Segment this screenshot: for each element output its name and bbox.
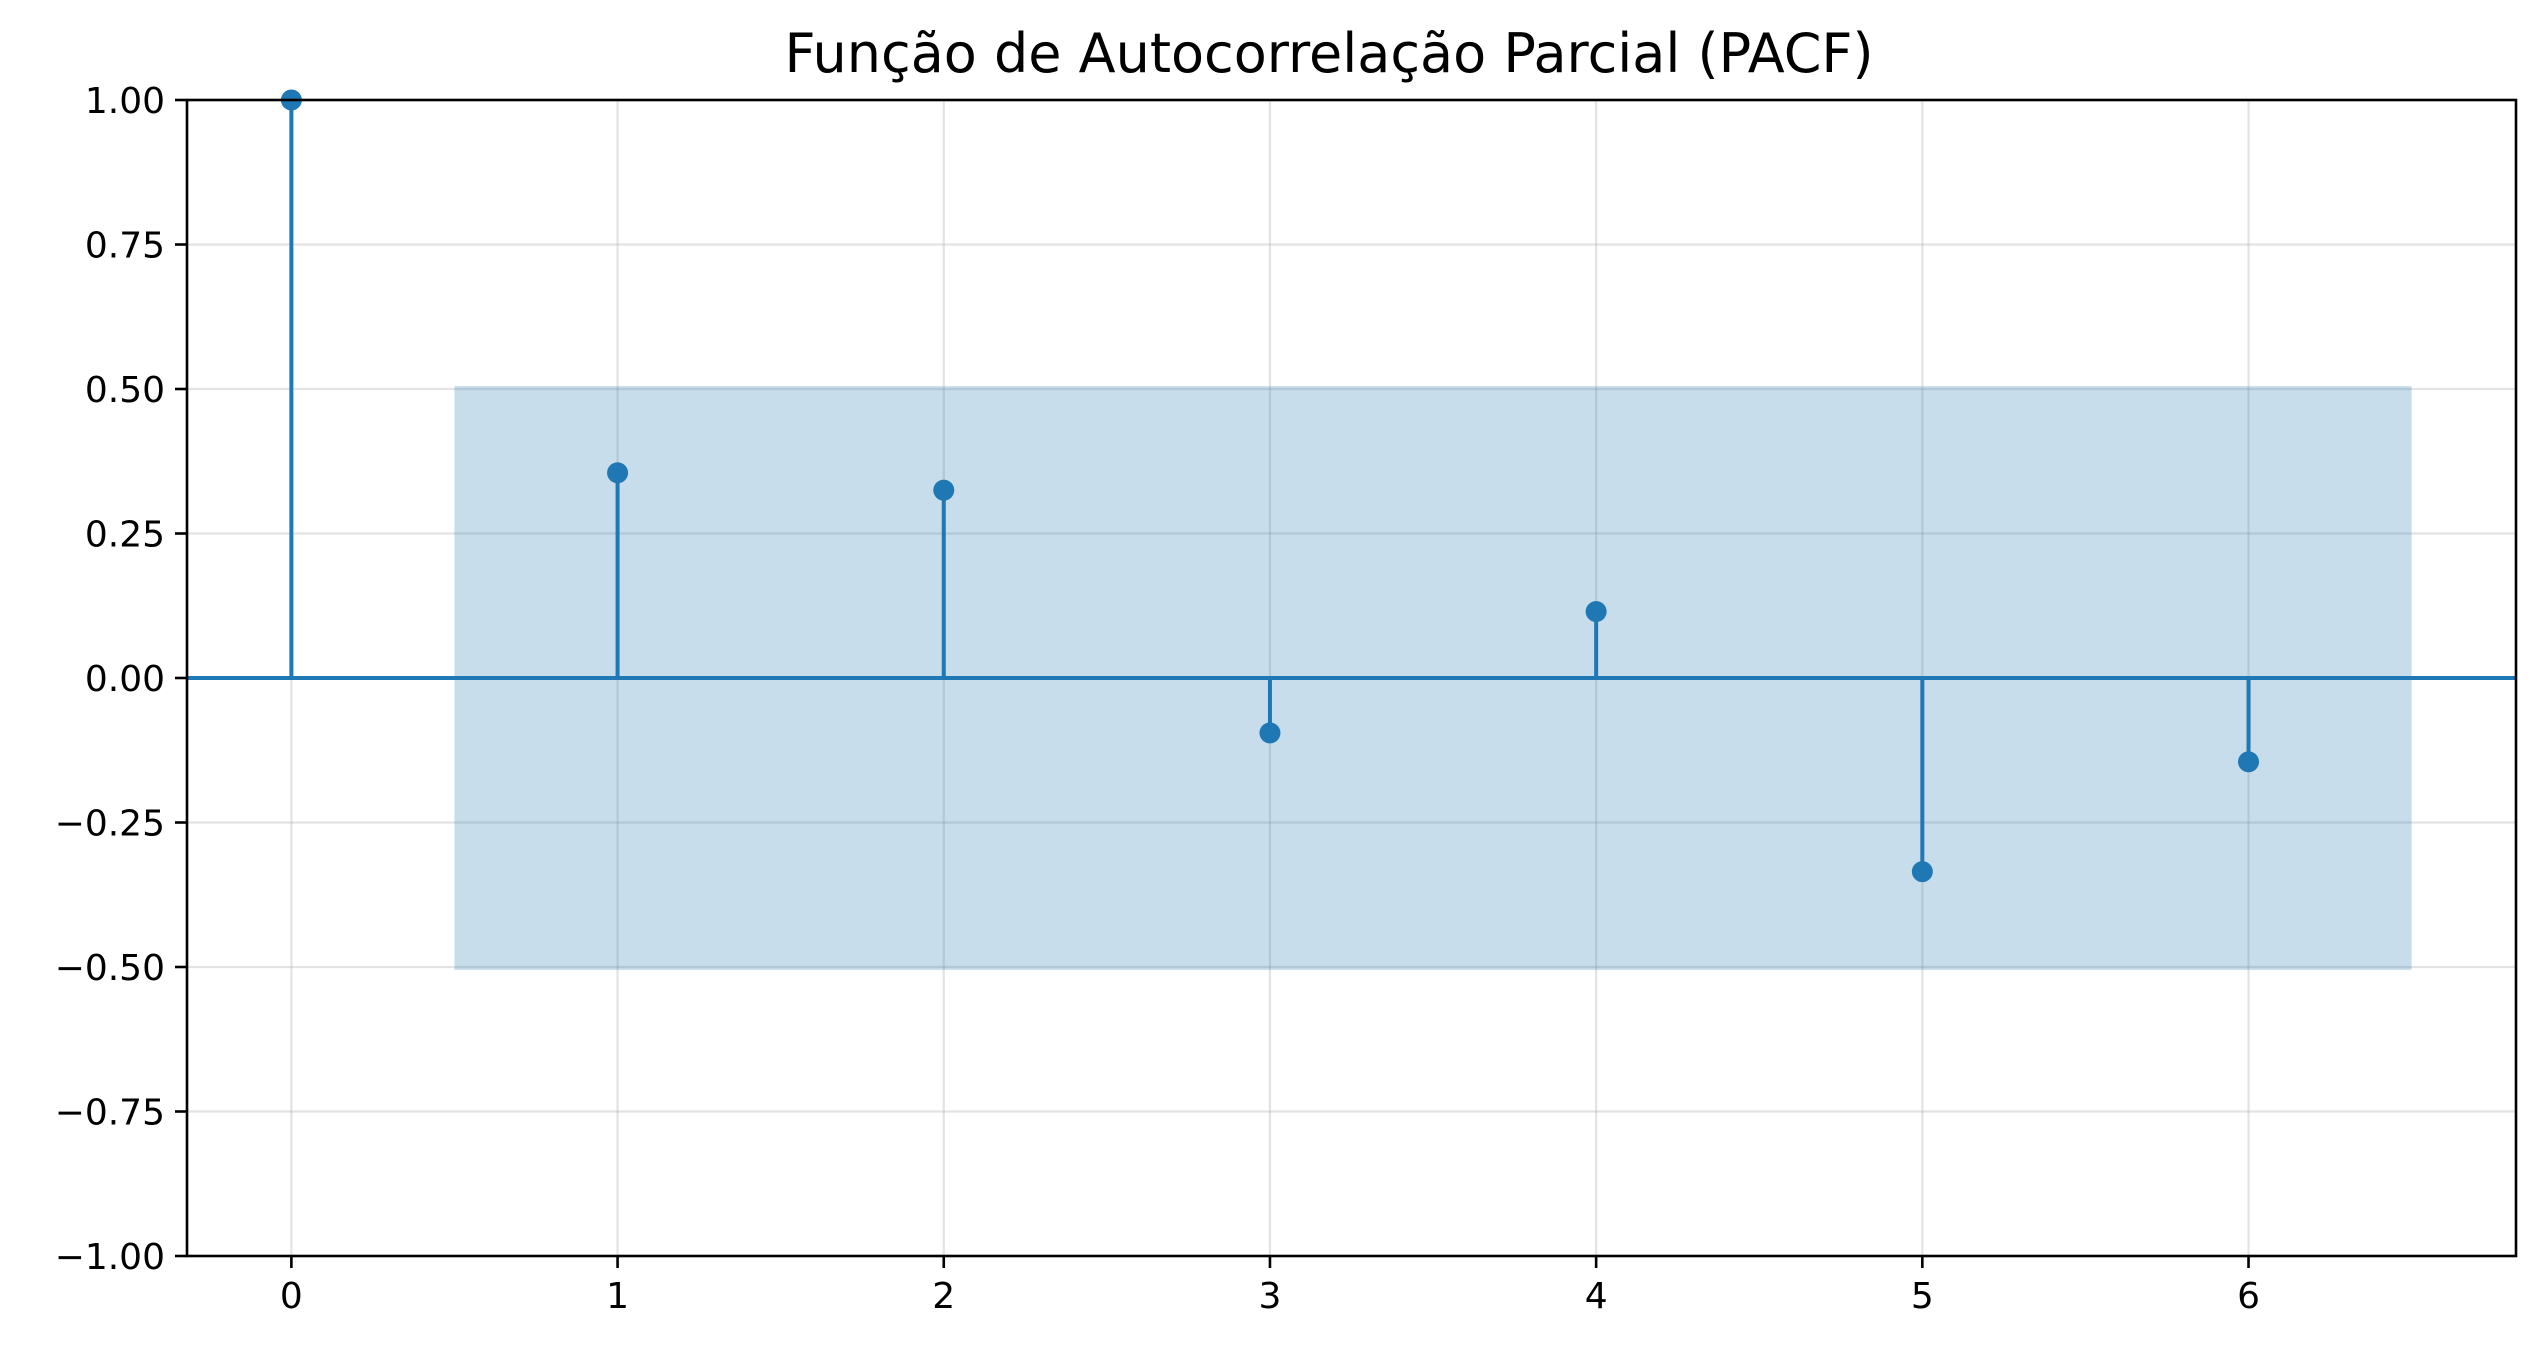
x-tick-label: 6 [2237,1276,2260,1317]
stem-marker [2238,751,2260,773]
chart-title: Função de Autocorrelação Parcial (PACF) [784,22,1873,85]
x-tick-label: 3 [1258,1276,1281,1317]
x-tick-label: 2 [932,1276,955,1317]
y-axis-ticks: 1.00 0.75 0.50 0.25 0.00 −0.25 −0.50 −0.75 −1.00 [55,81,187,1278]
x-tick-label: 4 [1585,1276,1608,1317]
y-tick-label: 0.50 [85,370,165,411]
x-axis-ticks: 0 1 2 3 4 5 6 [280,1256,2260,1317]
stem-marker [933,479,955,501]
y-tick-label: 1.00 [85,81,165,122]
x-tick-label: 1 [606,1276,629,1317]
stems [280,89,2260,883]
y-tick-label: −0.25 [55,804,165,845]
y-tick-label: −1.00 [55,1237,165,1278]
y-tick-label: 0.25 [85,515,165,556]
y-tick-label: 0.75 [85,226,165,267]
y-tick-label: −0.50 [55,948,165,989]
stem-marker [607,462,629,484]
x-tick-label: 5 [1911,1276,1934,1317]
stem-marker [1911,861,1933,883]
y-tick-label: 0.00 [85,659,165,700]
x-tick-label: 0 [280,1276,303,1317]
stem-marker [1259,722,1281,744]
y-tick-label: −0.75 [55,1093,165,1134]
stem-marker [1585,601,1607,623]
